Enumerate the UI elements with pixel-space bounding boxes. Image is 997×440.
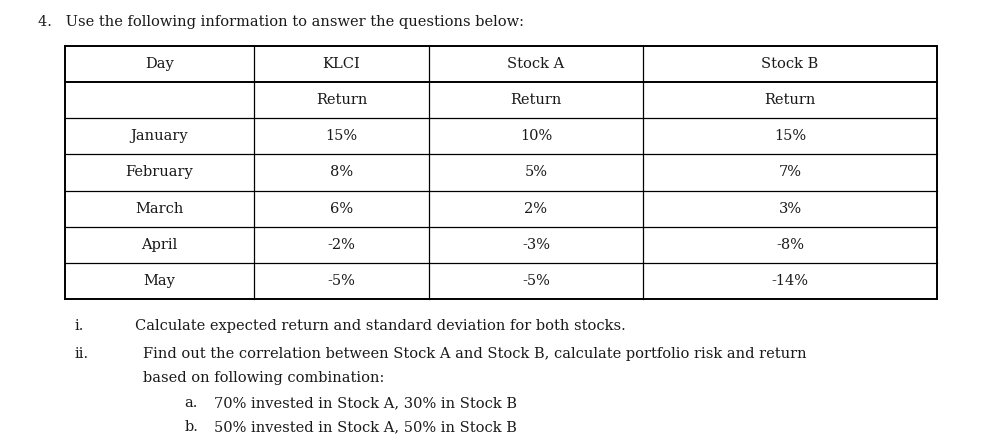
Text: May: May — [144, 274, 175, 288]
Text: -2%: -2% — [328, 238, 355, 252]
Text: March: March — [136, 202, 183, 216]
Text: 5%: 5% — [524, 165, 547, 180]
Text: 3%: 3% — [779, 202, 802, 216]
Text: 10%: 10% — [519, 129, 552, 143]
Text: ii.: ii. — [75, 347, 89, 361]
Text: 15%: 15% — [325, 129, 358, 143]
Text: April: April — [142, 238, 177, 252]
Text: 50% invested in Stock A, 50% in Stock B: 50% invested in Stock A, 50% in Stock B — [214, 420, 517, 434]
Text: February: February — [126, 165, 193, 180]
Text: -5%: -5% — [328, 274, 355, 288]
Text: Stock A: Stock A — [507, 57, 564, 71]
Text: -14%: -14% — [772, 274, 809, 288]
Text: KLCI: KLCI — [323, 57, 360, 71]
Text: 6%: 6% — [330, 202, 353, 216]
Text: b.: b. — [184, 420, 198, 434]
Text: -8%: -8% — [776, 238, 805, 252]
Text: -5%: -5% — [522, 274, 549, 288]
Text: i.: i. — [75, 319, 84, 333]
Text: Find out the correlation between Stock A and Stock B, calculate portfolio risk a: Find out the correlation between Stock A… — [143, 347, 807, 361]
Text: -3%: -3% — [521, 238, 550, 252]
Text: 8%: 8% — [330, 165, 353, 180]
Text: 70% invested in Stock A, 30% in Stock B: 70% invested in Stock A, 30% in Stock B — [214, 396, 517, 411]
Text: Return: Return — [765, 93, 816, 107]
Text: 2%: 2% — [524, 202, 547, 216]
Text: Return: Return — [510, 93, 561, 107]
Text: Return: Return — [316, 93, 367, 107]
Text: Day: Day — [146, 57, 173, 71]
Text: Calculate expected return and standard deviation for both stocks.: Calculate expected return and standard d… — [135, 319, 625, 333]
Text: based on following combination:: based on following combination: — [143, 371, 384, 385]
Text: Stock B: Stock B — [762, 57, 819, 71]
Text: 7%: 7% — [779, 165, 802, 180]
Text: January: January — [131, 129, 188, 143]
Text: 4.   Use the following information to answer the questions below:: 4. Use the following information to answ… — [38, 15, 523, 29]
Text: 15%: 15% — [774, 129, 807, 143]
Text: a.: a. — [184, 396, 197, 411]
